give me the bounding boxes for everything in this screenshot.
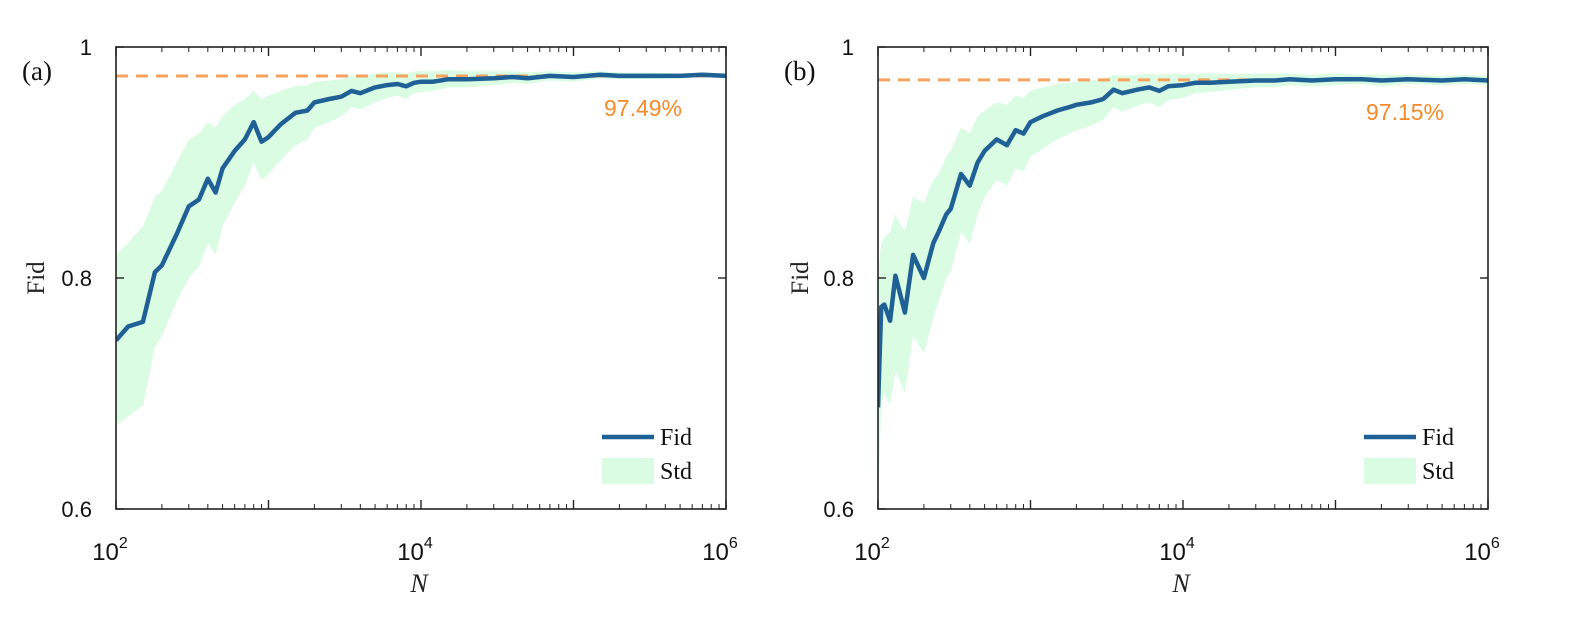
legend-std-swatch [1364, 458, 1416, 484]
x-tick-base: 10 [92, 539, 119, 566]
fid-line [878, 77, 1488, 408]
x-tick-label: 104 [397, 535, 433, 566]
legend-std-label: Std [660, 459, 692, 485]
x-tick-base: 10 [702, 539, 729, 566]
x-tick-label: 102 [92, 535, 128, 566]
x-tick-exponent: 2 [119, 535, 128, 552]
legend-fid-label: Fid [1422, 425, 1454, 451]
std-band [116, 70, 726, 426]
reference-value-label: 97.15% [1366, 99, 1444, 125]
x-tick-base: 10 [854, 539, 881, 566]
panel-label: (b) [784, 56, 815, 86]
y-tick-label: 0.8 [61, 266, 92, 291]
y-tick-label: 1 [80, 35, 92, 60]
x-tick-exponent: 6 [729, 535, 738, 552]
legend-fid-label: Fid [660, 425, 692, 451]
reference-value-label: 97.49% [604, 95, 682, 121]
x-axis-label: N [409, 569, 429, 598]
y-tick-label: 1 [842, 35, 854, 60]
x-tick-base: 10 [1159, 539, 1186, 566]
x-tick-exponent: 2 [881, 535, 890, 552]
x-tick-exponent: 4 [424, 535, 433, 552]
legend-std-label: Std [1422, 459, 1454, 485]
legend-std-swatch [602, 458, 654, 484]
y-tick-label: 0.8 [823, 266, 854, 291]
x-tick-label: 106 [702, 535, 738, 566]
plot-area [878, 73, 1488, 509]
x-tick-label: 102 [854, 535, 890, 566]
x-tick-base: 10 [397, 539, 424, 566]
plot-area [116, 70, 726, 426]
y-tick-label: 0.6 [61, 497, 92, 522]
x-tick-exponent: 6 [1491, 535, 1500, 552]
panel-label: (a) [22, 56, 52, 86]
y-axis-label: Fid [787, 261, 814, 295]
x-axis-label: N [1171, 569, 1191, 598]
x-tick-label: 104 [1159, 535, 1195, 566]
fid-line [116, 72, 726, 342]
std-band [878, 73, 1488, 509]
x-tick-label: 106 [1464, 535, 1500, 566]
x-tick-exponent: 4 [1186, 535, 1195, 552]
y-axis-label: Fid [23, 261, 50, 295]
y-tick-label: 0.6 [823, 497, 854, 522]
x-tick-base: 10 [1464, 539, 1491, 566]
